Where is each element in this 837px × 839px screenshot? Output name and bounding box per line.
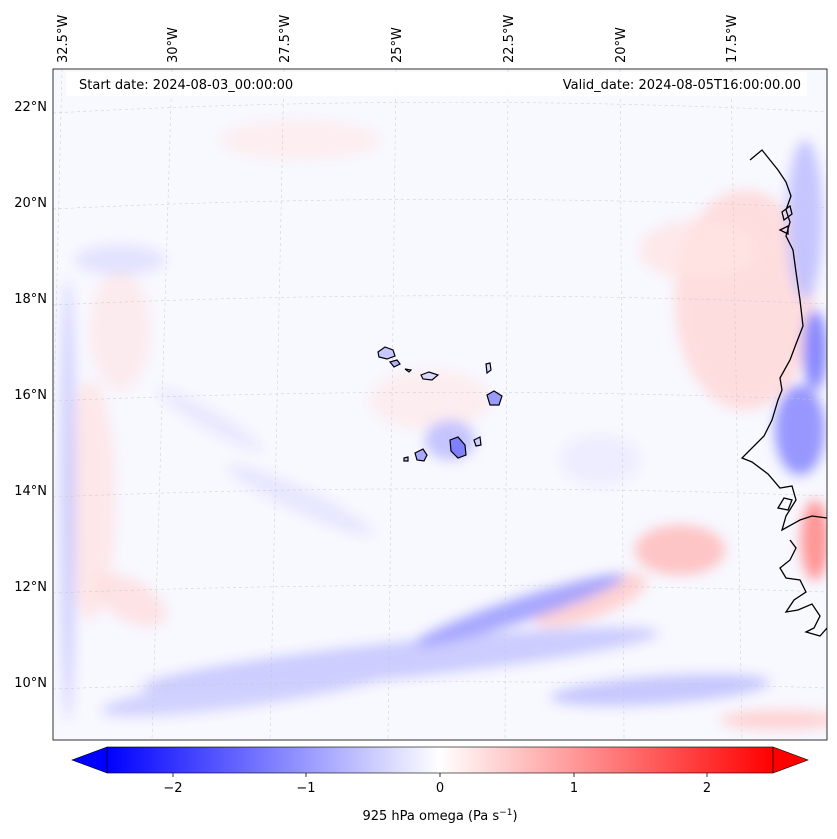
lon-label: 25°W [390,27,405,63]
lat-label: 12°N [14,580,47,595]
colorbar-label: 925 hPa omega (Pa s−1) [362,808,517,824]
header-strip [66,72,807,96]
colorbar-tick: 0 [436,781,444,796]
lat-label: 18°N [14,292,47,307]
gridlines [53,69,827,740]
map-panel [53,69,827,740]
lat-label: 16°N [14,388,47,403]
colorbar-tick: 2 [703,781,711,796]
lon-label: 27.5°W [278,15,293,63]
cape-verde-islands [377,346,503,462]
lon-labels: 32.5°W 30°W 27.5°W 25°W 22.5°W 20°W 17.5… [56,15,740,63]
colorbar-tick: 1 [570,781,578,796]
omega-field [60,120,827,730]
colorbar-tick: −2 [163,781,182,796]
lat-label: 20°N [14,196,47,211]
lon-label: 22.5°W [502,15,517,63]
map-frame [52,68,828,741]
lon-label: 17.5°W [725,15,740,63]
colorbar-max-extend [772,746,809,774]
colorbar-min-extend [71,746,108,774]
lat-labels: 22°N 20°N 18°N 16°N 14°N 12°N 10°N [14,100,47,691]
colorbar-body [106,746,774,774]
start-date-label: Start date: 2024-08-03_00:00:00 [79,78,294,93]
colorbar-tick: −1 [296,781,315,796]
lat-label: 14°N [14,484,47,499]
lon-label: 30°W [166,27,181,63]
lat-label: 22°N [14,100,47,115]
west-africa-coastline [740,149,827,637]
lon-label: 20°W [614,27,629,63]
colorbar: −2 −1 0 1 2 925 hPa omega (Pa s−1) [71,746,809,824]
lat-label: 10°N [14,676,47,691]
valid-date-label: Valid_date: 2024-08-05T16:00:00.00 [562,78,801,93]
lon-label: 32.5°W [56,15,71,63]
